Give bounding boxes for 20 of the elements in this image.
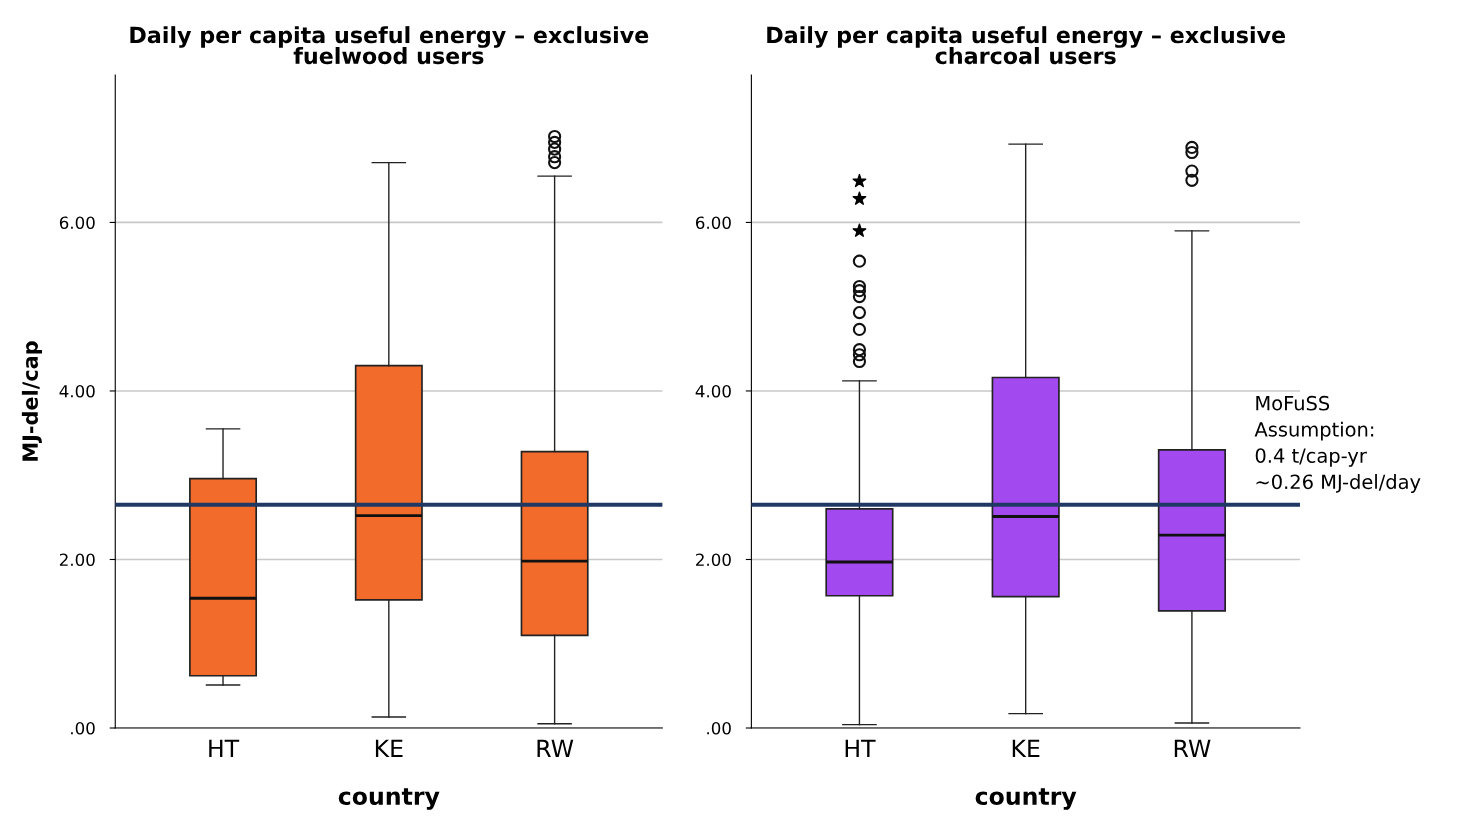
y-axis-title: MJ-del/cap xyxy=(21,341,43,461)
x-tick-label: RW xyxy=(1174,739,1211,758)
x-axis-title: country xyxy=(338,788,440,810)
x-axis-title: country xyxy=(975,788,1077,810)
y-tick-label: 2.00 xyxy=(59,553,95,567)
annotation: MoFuSS Assumption: 0.4 t/cap-yr ~0.26 MJ-del/day xyxy=(1254,395,1421,493)
x-tick-label: HT xyxy=(845,739,876,758)
x-tick-label: RW xyxy=(537,739,574,758)
x-tick-label: KE xyxy=(375,739,403,758)
x-tick-label: KE xyxy=(1012,739,1040,758)
y-tick-label: 4.00 xyxy=(695,384,731,398)
y-tick-label: 6.00 xyxy=(696,216,731,230)
y-tick-label: .00 xyxy=(707,721,731,735)
y-tick-label: 2.00 xyxy=(696,553,731,567)
y-tick-label: .00 xyxy=(71,721,95,735)
x-tick-label: HT xyxy=(209,739,240,758)
chart-title: Daily per capita useful energy – exclusive fuelwood users xyxy=(130,26,649,65)
chart-title: Daily per capita useful energy – exclusive charcoal users xyxy=(767,26,1286,65)
y-tick-label: 4.00 xyxy=(59,384,95,398)
y-tick-label: 6.00 xyxy=(59,216,95,230)
